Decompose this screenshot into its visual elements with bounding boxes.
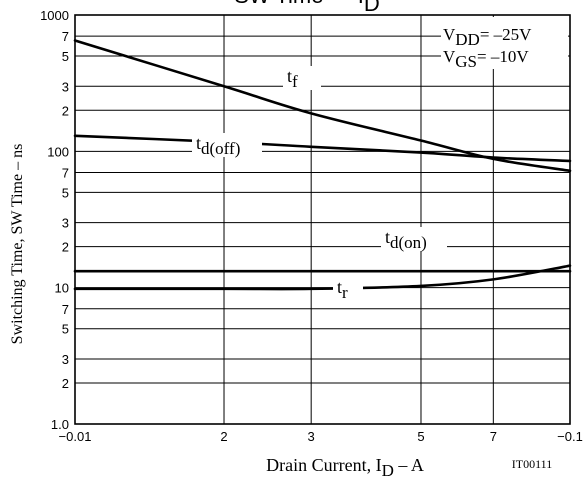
x-tick-label: 5: [417, 429, 424, 444]
x-tick-label: −0.1: [557, 429, 583, 444]
y-tick-label: 5: [62, 49, 69, 64]
y-tick-label: 1000: [40, 8, 69, 23]
series-line-tr: [73, 264, 572, 291]
y-tick-label: 7: [62, 29, 69, 44]
y-tick-label: 7: [62, 302, 69, 317]
series-labels: tf td(off) td(on) tr: [192, 66, 447, 302]
series-label-bg: [333, 277, 363, 301]
series-label-td-on: td(on): [385, 227, 427, 252]
series-layer: [73, 39, 572, 291]
x-tick-label: 7: [490, 429, 497, 444]
y-axis-label: Switching Time, SW Time – ns: [9, 144, 26, 345]
y-tick-label: 1.0: [51, 417, 69, 432]
series-label-bg: [192, 133, 262, 157]
series-line-td-off: [73, 134, 572, 163]
y-tick-label: 2: [62, 103, 69, 118]
series-label-bg: [381, 227, 447, 251]
y-tick-label: 3: [62, 216, 69, 231]
conditions-bg: [441, 17, 568, 69]
y-tick-label: 2: [62, 240, 69, 255]
condition-gs: VGS= –10V: [443, 47, 529, 71]
y-tick-label: 100: [47, 144, 69, 159]
condition-dd: VDD= –25V: [443, 25, 532, 49]
series-label-td-off: td(off): [196, 133, 240, 158]
series-label-tr: tr: [337, 277, 348, 302]
grid: [74, 14, 571, 425]
y-tick-label: 3: [62, 79, 69, 94]
plot-frame: [74, 14, 571, 425]
y-tick-label: 2: [62, 376, 69, 391]
y-tick-label: 10: [55, 281, 69, 296]
series-line-tf: [73, 39, 572, 173]
series-label-bg: [283, 66, 321, 90]
y-tick-label: 5: [62, 322, 69, 337]
chart-title: SW Time — ID: [234, 0, 379, 16]
x-tick-label: −0.01: [59, 429, 92, 444]
y-tick-label: 7: [62, 165, 69, 180]
series-label-tf: tf: [287, 66, 298, 91]
x-axis-label: Drain Current, ID – A: [266, 455, 424, 477]
y-tick-label: 5: [62, 185, 69, 200]
x-tick-label: 2: [220, 429, 227, 444]
tick-labels: −0.01 2 3 5 7 −0.1 1.0 2 3 5 7 10 2 3 5 7 100 2 3 5 7 1000: [40, 8, 583, 444]
y-tick-label: 3: [62, 352, 69, 367]
figure-code: IT00111: [512, 457, 552, 471]
x-tick-label: 3: [308, 429, 315, 444]
